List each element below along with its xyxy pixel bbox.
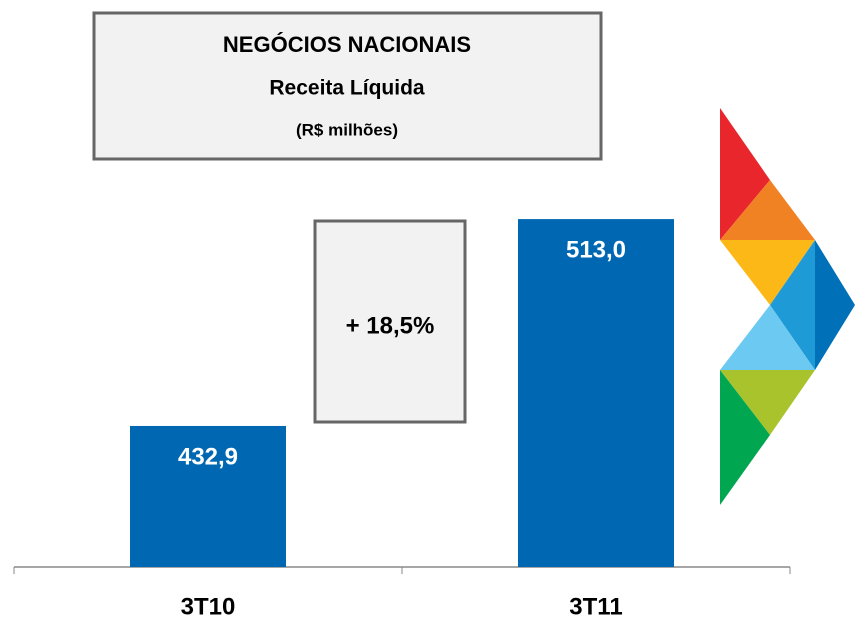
annotation: + 18,5% — [346, 312, 435, 339]
logo — [720, 108, 855, 505]
chart-title: NEGÓCIOS NACIONAIS — [223, 32, 471, 57]
x-tick-label: 3T10 — [181, 593, 236, 619]
unit-label: (R$ milhões) — [296, 120, 398, 139]
x-tick-label: 3T11 — [569, 593, 622, 619]
value-label: 513,0 — [566, 236, 626, 263]
bar — [130, 425, 286, 567]
title-box — [92, 11, 603, 161]
bar — [518, 219, 674, 567]
chart-subtitle: Receita Líquida — [269, 77, 425, 100]
annotation-box — [313, 219, 467, 424]
value-label: 432,9 — [178, 443, 238, 470]
